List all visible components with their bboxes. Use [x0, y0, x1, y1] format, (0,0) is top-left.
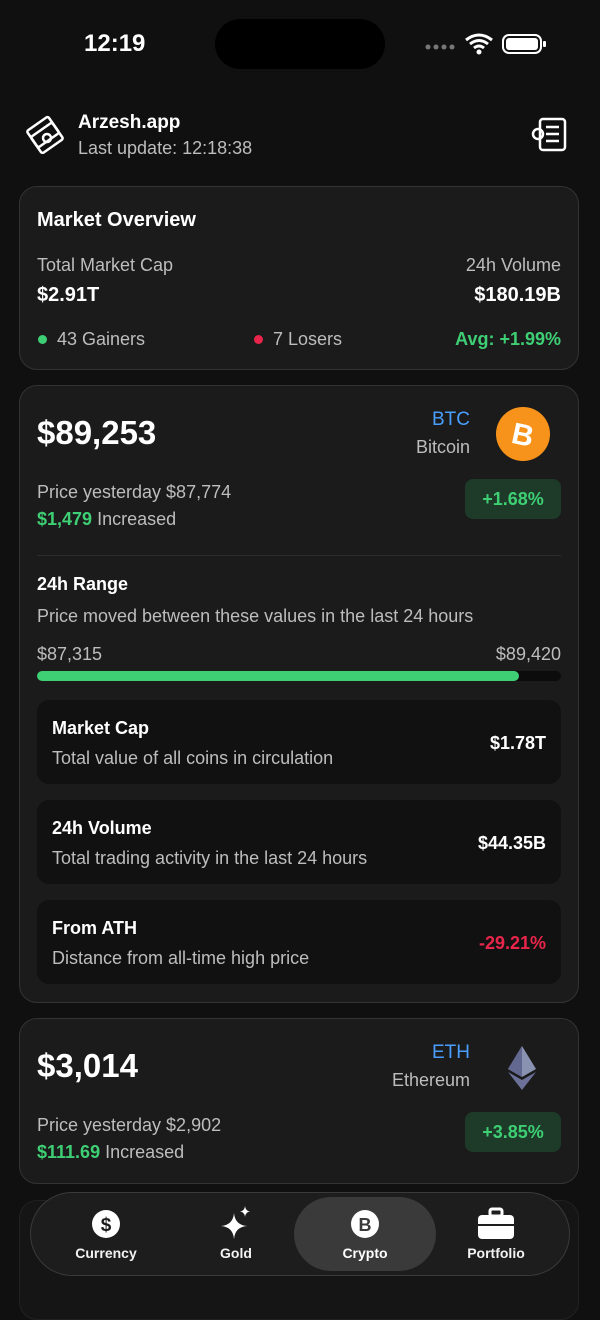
stat-title: From ATH: [52, 918, 137, 938]
value: $180.19B: [474, 284, 561, 306]
tab-label: Currency: [75, 1245, 137, 1261]
stat-title: 24h Volume: [52, 818, 152, 838]
dynamic-island: [215, 19, 385, 69]
change-percent: +3.85%: [465, 1112, 561, 1152]
tab-icon: $: [92, 1210, 120, 1238]
market-overview-card: Market Overview Total Market Cap $2.91T …: [19, 186, 579, 370]
range-high: $89,420: [495, 644, 561, 664]
coin-icon: B: [496, 407, 550, 461]
range-title: 24h Range: [37, 574, 129, 594]
range-track: [37, 671, 561, 681]
symbol: ETH: [432, 1042, 470, 1063]
last-update: Last update: 12:18:38: [78, 138, 253, 158]
tab[interactable]: $ Currency: [41, 1193, 171, 1269]
settings-button[interactable]: [530, 116, 570, 154]
stat-title: Market Cap: [52, 718, 150, 738]
change-percent: +1.68%: [465, 479, 561, 519]
tab-bar: $ Currency Gold B Crypto Portfolio: [30, 1192, 570, 1276]
stat-value: $1.78T: [489, 733, 546, 753]
tab[interactable]: Portfolio: [431, 1193, 561, 1269]
stat-box: Market Cap Total value of all coins in c…: [37, 700, 561, 784]
coin-card[interactable]: $3,014 ETH Ethereum Price yesterday $2,9…: [19, 1018, 579, 1184]
yesterday-price: Price yesterday $87,774: [37, 482, 232, 502]
change-amount: $111.69: [37, 1142, 101, 1162]
stat-value: -29.21%: [478, 933, 546, 953]
range-fill: [37, 671, 520, 681]
tab-icon: B: [351, 1210, 379, 1238]
average-change: Avg: +1.99%: [455, 329, 561, 349]
coin-card[interactable]: $89,253 BTC Bitcoin B Price yesterday $8…: [19, 385, 579, 1003]
price: $89,253: [37, 414, 157, 451]
tab-label: Gold: [220, 1245, 252, 1261]
coin-name: Bitcoin: [415, 437, 470, 457]
gainers-dot: [38, 335, 47, 344]
label: Total Market Cap: [37, 255, 174, 275]
price: $3,014: [37, 1047, 138, 1084]
app-logo: [26, 115, 64, 154]
tab-label: Crypto: [342, 1245, 388, 1261]
value: $2.91T: [37, 284, 100, 306]
range-low: $87,315: [37, 644, 103, 664]
stat-box: From ATH Distance from all-time high pri…: [37, 900, 561, 984]
tab-icon: [221, 1206, 250, 1239]
stat-box: 24h Volume Total trading activity in the…: [37, 800, 561, 884]
change-amount: $1,479: [37, 509, 93, 529]
divider: [37, 555, 561, 556]
coin-icon: [508, 1046, 536, 1090]
coin-name: Ethereum: [391, 1070, 470, 1090]
stat-description: Distance from all-time high price: [52, 948, 310, 968]
tab-icon: [478, 1207, 514, 1239]
change-word: Increased: [105, 1142, 185, 1162]
yesterday-price: Price yesterday $2,902: [37, 1115, 222, 1135]
clock: 12:19: [84, 30, 146, 57]
tab-label: Portfolio: [467, 1245, 525, 1261]
svg-text:B: B: [359, 1215, 372, 1235]
tab[interactable]: B Crypto: [300, 1193, 430, 1269]
change-word: Increased: [97, 509, 177, 529]
stat-value: $44.35B: [477, 833, 546, 853]
losers-dot: [254, 335, 263, 344]
status-icons: [425, 33, 546, 55]
card-title: Market Overview: [37, 209, 196, 231]
gainers: 43 Gainers: [57, 329, 146, 349]
label: 24h Volume: [465, 255, 561, 275]
symbol: BTC: [432, 409, 470, 430]
app-name: Arzesh.app: [78, 112, 181, 133]
stat-description: Total trading activity in the last 24 ho…: [52, 848, 368, 868]
losers: 7 Losers: [273, 329, 343, 349]
svg-text:$: $: [101, 1215, 112, 1236]
tab[interactable]: Gold: [171, 1193, 301, 1269]
range-description: Price moved between these values in the …: [37, 606, 474, 626]
stat-description: Total value of all coins in circulation: [52, 748, 334, 768]
